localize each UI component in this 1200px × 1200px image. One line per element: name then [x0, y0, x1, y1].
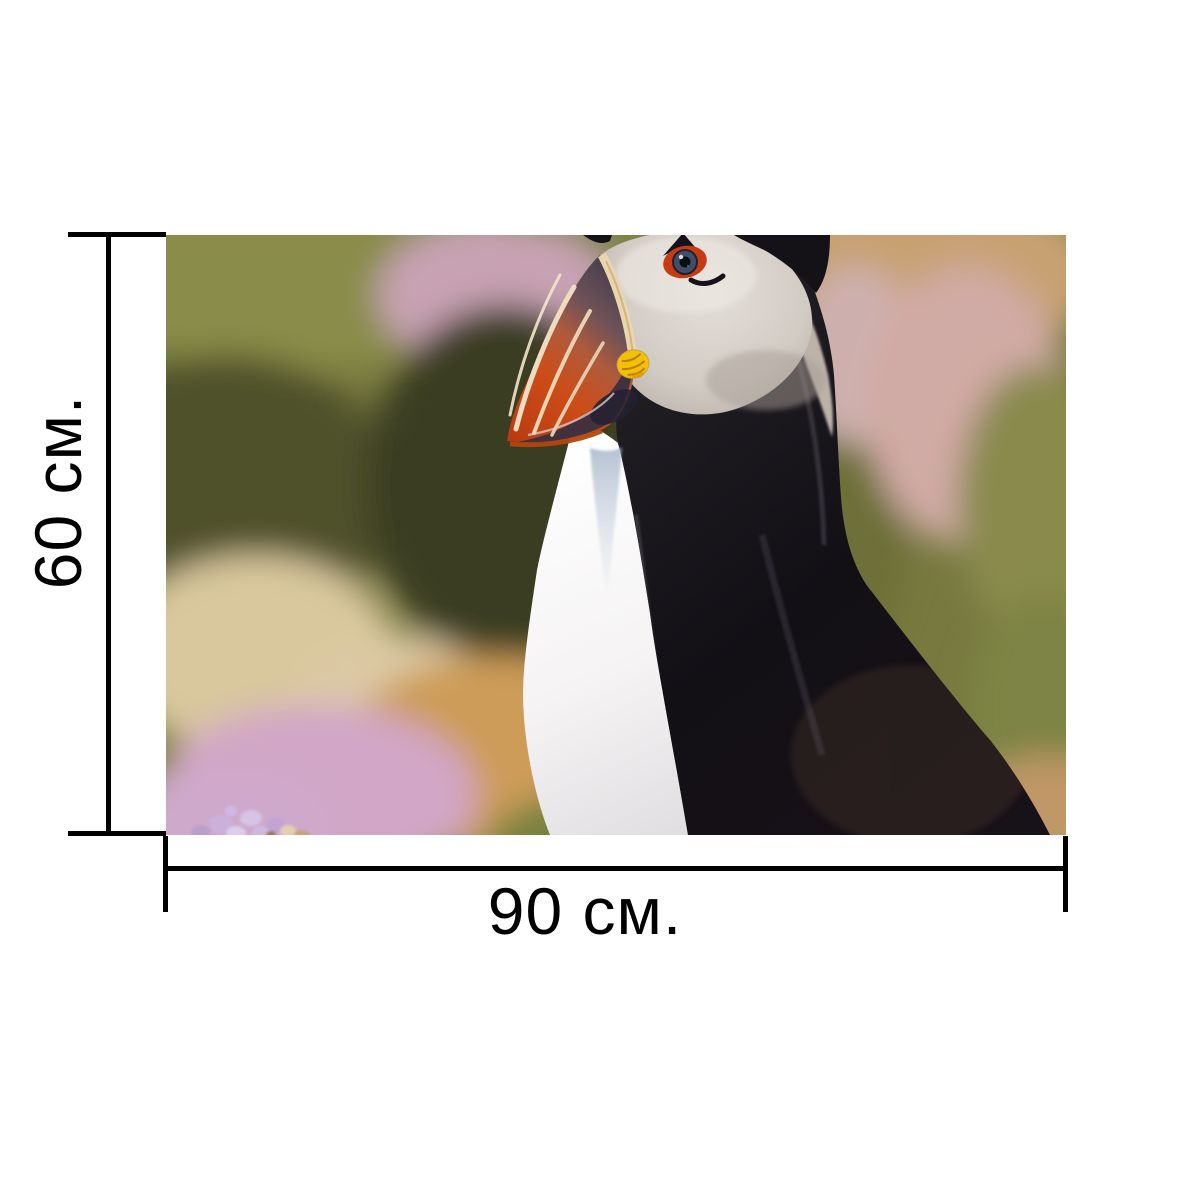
height-dimension-cap-bottom	[68, 831, 166, 836]
width-dimension-line	[163, 866, 1068, 871]
beak	[507, 252, 650, 448]
mandible-gloss	[527, 392, 615, 437]
eye-ornament-lower	[688, 273, 726, 286]
width-dimension-label: 90 см.	[487, 874, 683, 948]
beak-bottom-strip	[509, 428, 603, 448]
height-dimension-line	[106, 232, 111, 836]
yellow-rosette	[616, 349, 650, 379]
puffin-photo-illustration	[166, 235, 1066, 835]
product-photo	[166, 235, 1066, 835]
eye	[663, 235, 726, 286]
beak-grooves	[508, 273, 605, 437]
beak-ridge-cream	[598, 252, 638, 360]
width-dimension-cap-right	[1063, 836, 1068, 912]
black-crown	[583, 235, 830, 293]
pink-flower-cluster	[191, 806, 310, 835]
height-dimension-cap-top	[68, 232, 166, 237]
breast-shadow-wedge	[590, 447, 622, 603]
width-dimension-cap-left	[163, 836, 168, 912]
height-dimension-label: 60 см.	[21, 394, 95, 590]
white-breast	[523, 418, 688, 835]
